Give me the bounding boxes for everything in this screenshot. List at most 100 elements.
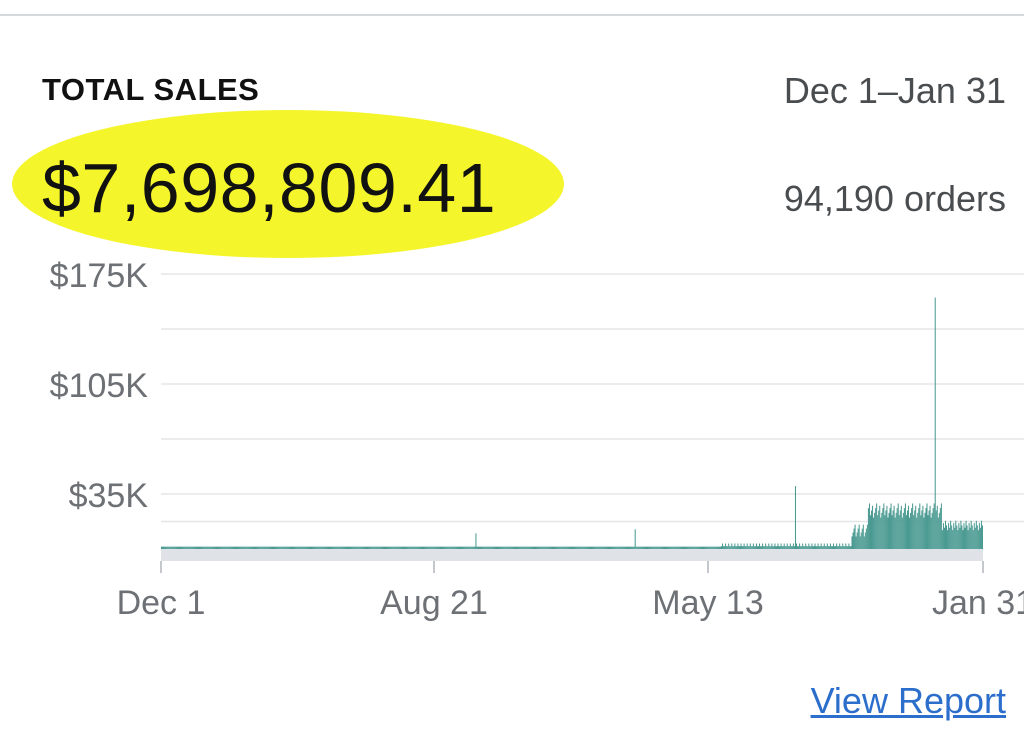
chart-bar	[368, 546, 370, 549]
chart-bar	[484, 546, 486, 549]
chart-bar	[331, 546, 333, 549]
chart-bar	[626, 546, 628, 549]
chart-bar	[350, 546, 352, 549]
chart-bar	[661, 546, 663, 549]
chart-bar	[824, 546, 826, 549]
chart-bar	[782, 546, 784, 549]
chart-bar	[665, 546, 667, 549]
chart-bar	[206, 546, 208, 549]
chart-bar	[330, 546, 332, 549]
chart-bar	[522, 546, 524, 549]
chart-bar	[700, 546, 702, 549]
chart-bar	[603, 546, 605, 549]
chart-bar	[767, 546, 769, 549]
chart-bar	[212, 546, 214, 549]
chart-bar	[280, 546, 282, 549]
chart-bar	[528, 546, 530, 549]
chart-bar	[557, 546, 559, 549]
chart-bar	[547, 546, 549, 549]
chart-bar	[937, 517, 939, 549]
chart-bar	[788, 546, 790, 549]
chart-bar	[952, 530, 954, 549]
chart-bar	[888, 512, 890, 549]
chart-bar	[896, 508, 898, 549]
chart-bar	[550, 546, 552, 549]
chart-bar	[933, 503, 935, 549]
chart-bar	[772, 546, 774, 549]
chart-bar	[775, 546, 777, 549]
chart-bar	[417, 546, 419, 549]
chart-bar	[318, 546, 320, 549]
chart-bar	[172, 546, 174, 549]
chart-bar	[546, 546, 548, 549]
chart-bar	[577, 546, 579, 549]
chart-bar	[244, 546, 246, 549]
chart-bar	[539, 546, 541, 549]
chart-bar	[405, 546, 407, 549]
chart-bar	[844, 546, 846, 549]
chart-bar	[955, 520, 957, 549]
chart-bar	[880, 517, 882, 549]
chart-bar	[283, 546, 285, 549]
chart-bar	[818, 546, 820, 549]
view-report-link[interactable]: View Report	[810, 680, 1006, 721]
chart-bar	[658, 546, 660, 549]
chart-bar	[565, 546, 567, 549]
chart-bar	[837, 546, 839, 549]
chart-bar	[673, 546, 675, 549]
chart-bar	[540, 546, 542, 549]
chart-bar	[916, 517, 918, 549]
chart-bar	[563, 546, 565, 549]
chart-bar	[414, 546, 416, 549]
chart-bar	[300, 546, 302, 549]
chart-bar	[425, 546, 427, 549]
chart-bar	[724, 546, 726, 549]
chart-bar	[927, 515, 929, 549]
chart-bar	[800, 546, 802, 549]
chart-bar	[906, 510, 908, 549]
chart-bar	[787, 546, 789, 549]
chart-bar	[194, 546, 196, 549]
chart-bar	[515, 546, 517, 549]
chart-bar	[939, 508, 941, 549]
chart-bar	[966, 525, 968, 549]
chart-bar	[439, 546, 441, 549]
chart-bar	[872, 505, 874, 549]
chart-bar	[420, 546, 422, 549]
chart-bar	[521, 546, 523, 549]
chart-bar	[717, 546, 719, 549]
chart-bar	[284, 546, 286, 549]
chart-bar	[768, 543, 770, 549]
chart-bar	[428, 546, 430, 549]
chart-bar	[222, 546, 224, 549]
chart-bar	[464, 546, 466, 549]
chart-bar	[935, 510, 937, 549]
chart-bar	[398, 546, 400, 549]
chart-bar	[633, 546, 635, 549]
chart-bar	[328, 546, 330, 549]
chart-bar	[409, 546, 411, 549]
chart-bar	[489, 546, 491, 549]
y-tick-label: $35K	[69, 477, 149, 515]
chart-bar	[296, 546, 298, 549]
chart-bar	[253, 546, 255, 549]
chart-bar	[344, 546, 346, 549]
chart-bar	[976, 525, 978, 549]
chart-bar	[697, 546, 699, 549]
chart-bar	[447, 546, 449, 549]
chart-bar	[881, 512, 883, 549]
chart-bar	[847, 546, 849, 549]
chart-bar	[418, 546, 420, 549]
chart-bar	[774, 543, 776, 549]
chart-bar	[481, 546, 483, 549]
chart-bar	[321, 546, 323, 549]
chart-bar	[395, 546, 397, 549]
chart-bar	[727, 546, 729, 549]
chart-bar	[967, 530, 969, 549]
chart-bar	[255, 546, 257, 549]
chart-bar	[440, 546, 442, 549]
chart-bar	[274, 546, 276, 549]
chart-bar	[972, 530, 974, 549]
chart-bar	[386, 546, 388, 549]
chart-bar	[297, 546, 299, 549]
